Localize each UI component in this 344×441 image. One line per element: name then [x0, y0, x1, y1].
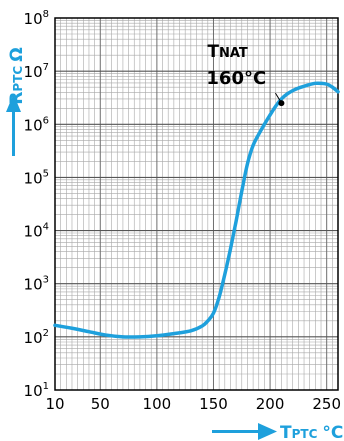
- y-tick-label: 103: [24, 275, 49, 294]
- y-axis-title: RPTC Ω: [7, 47, 27, 104]
- annotation-value: 160°C: [206, 68, 266, 89]
- major-gridlines: [55, 18, 338, 390]
- y-tick-exponent: 5: [43, 168, 49, 179]
- y-tick-base: 10: [24, 276, 43, 294]
- annotation-title: TNAT: [207, 42, 248, 62]
- y-tick-exponent: 2: [43, 328, 49, 339]
- annotation-title-main: T: [207, 42, 219, 62]
- y-tick-exponent: 1: [43, 381, 49, 392]
- y-axis-arrow-shaft: [12, 108, 15, 156]
- y-tick-label: 107: [24, 62, 49, 81]
- x-axis-arrow-icon: [258, 423, 277, 440]
- x-axis-title-main: T: [280, 423, 292, 441]
- x-tick-label: 150: [199, 395, 228, 413]
- y-axis-arrow-icon: [6, 94, 21, 112]
- y-axis-title-main: R: [7, 92, 27, 105]
- y-tick-base: 10: [24, 10, 43, 28]
- x-axis-title: TPTC °C: [280, 423, 343, 441]
- x-axis-arrow-shaft: [212, 430, 262, 433]
- y-axis-title-unit: Ω: [7, 47, 27, 61]
- y-tick-exponent: 7: [43, 62, 49, 73]
- y-tick-base: 10: [24, 329, 43, 347]
- y-tick-base: 10: [24, 63, 43, 81]
- y-tick-base: 10: [24, 382, 43, 400]
- y-tick-base: 10: [24, 116, 43, 134]
- y-tick-label: 102: [24, 328, 49, 347]
- x-tick-label: 250: [312, 395, 341, 413]
- x-axis-title-unit: °C: [322, 423, 343, 441]
- annotation-point: [278, 100, 285, 107]
- y-tick-label: 101: [24, 381, 49, 400]
- y-tick-base: 10: [24, 223, 43, 241]
- x-tick-label: 100: [143, 395, 172, 413]
- annotation-title-sub: NAT: [219, 46, 248, 61]
- y-tick-label: 105: [24, 168, 49, 187]
- y-tick-label: 106: [24, 115, 49, 134]
- y-tick-label: 104: [24, 222, 49, 241]
- x-tick-labels: 10 50 100 150 200 250: [45, 395, 341, 413]
- y-tick-exponent: 6: [43, 115, 49, 126]
- x-axis-title-sub: PTC: [292, 427, 318, 441]
- y-tick-base: 10: [24, 169, 43, 187]
- y-tick-exponent: 4: [43, 222, 49, 233]
- x-tick-label: 10: [45, 395, 64, 413]
- x-tick-label: 200: [256, 395, 285, 413]
- y-tick-exponent: 3: [43, 275, 49, 286]
- x-tick-label: 50: [91, 395, 110, 413]
- y-tick-exponent: 8: [43, 9, 49, 20]
- series-line: [53, 81, 340, 339]
- plot-frame: [54, 17, 339, 391]
- annotation-leader: [274, 92, 281, 102]
- y-tick-label: 108: [24, 9, 49, 28]
- y-axis-title-sub: PTC: [11, 66, 25, 92]
